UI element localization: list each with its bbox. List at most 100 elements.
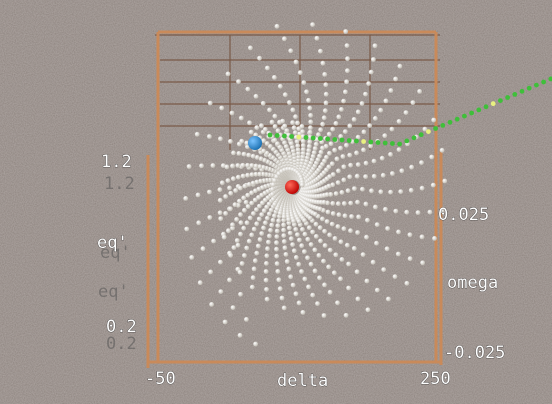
trajectory-point — [322, 283, 327, 288]
trajectory-point — [281, 233, 286, 238]
trajectory-point — [318, 225, 323, 230]
trajectory-point — [366, 307, 371, 312]
trajectory-point — [307, 140, 312, 145]
trajectory-point — [340, 190, 345, 195]
trajectory-point — [300, 227, 305, 232]
trajectory-point — [273, 124, 278, 129]
trajectory-point — [258, 237, 263, 242]
trajectory-point — [432, 236, 437, 241]
trajectory-point — [327, 233, 332, 238]
trajectory-point — [247, 239, 252, 244]
trajectory-point — [245, 173, 250, 178]
trajectory-point — [341, 99, 346, 104]
trajectory-point — [242, 208, 247, 213]
trajectory-point — [248, 216, 253, 221]
trajectory-point — [393, 77, 398, 82]
trajectory-point — [343, 213, 348, 218]
trajectory-point — [225, 165, 230, 170]
trajectory-point — [278, 84, 283, 89]
trajectory-point — [333, 252, 338, 257]
trajectory-point — [259, 123, 264, 128]
trajectory-point — [360, 101, 365, 106]
green-trajectory-point — [268, 133, 273, 138]
trajectory-point — [235, 163, 240, 168]
trajectory-point — [326, 165, 331, 170]
trajectory-point — [375, 288, 380, 293]
trajectory-point — [187, 164, 192, 169]
green-trajectory-point — [541, 80, 546, 85]
trajectory-point — [227, 186, 232, 191]
trajectory-point — [230, 164, 235, 169]
trajectory-point — [420, 235, 425, 240]
trajectory-point — [335, 157, 340, 162]
trajectory-point — [244, 246, 249, 251]
trajectory-point — [362, 130, 367, 135]
trajectory-point — [322, 313, 327, 318]
trajectory-point — [329, 141, 334, 146]
trajectory-point — [373, 205, 378, 210]
trajectory-point — [228, 253, 233, 258]
trajectory-point — [242, 253, 247, 258]
trajectory-point — [339, 107, 344, 112]
green-trajectory-point — [296, 135, 301, 140]
green-trajectory-point — [347, 138, 352, 143]
trajectory-point — [332, 270, 337, 275]
trajectory-point — [249, 201, 254, 206]
trajectory-point — [302, 277, 307, 282]
green-trajectory-point — [325, 137, 330, 142]
trajectory-point — [397, 119, 402, 124]
trajectory-point — [257, 217, 262, 222]
trajectory-point — [318, 49, 323, 54]
trajectory-point — [293, 227, 298, 232]
trajectory-point — [312, 150, 317, 155]
trajectory-point — [365, 279, 370, 284]
trajectory-point — [293, 130, 298, 135]
green-trajectory-point — [368, 140, 373, 145]
trajectory-point — [385, 246, 390, 251]
trajectory-point — [236, 175, 241, 180]
trajectory-point — [276, 128, 281, 133]
trajectory-point — [356, 110, 361, 115]
trajectory-point — [249, 130, 254, 135]
trajectory-point — [342, 226, 347, 231]
trajectory-point — [183, 196, 188, 201]
trajectory-point — [409, 165, 414, 170]
trajectory-point — [331, 211, 336, 216]
trajectory-point — [328, 290, 333, 295]
green-trajectory-point — [282, 134, 287, 139]
trajectory-point — [336, 115, 341, 120]
trajectory-point — [314, 222, 319, 227]
trajectory-point — [361, 148, 366, 153]
trajectory-point — [388, 190, 393, 195]
trajectory-point — [261, 101, 266, 106]
trajectory-point — [338, 146, 343, 151]
trajectory-point — [364, 235, 369, 240]
trajectory-point — [408, 232, 413, 237]
trajectory-point — [227, 278, 232, 283]
trajectory-point — [310, 293, 315, 298]
trajectory-point — [336, 224, 341, 229]
trajectory-point — [218, 210, 223, 215]
trajectory-point — [408, 256, 413, 261]
trajectory-point — [335, 300, 340, 305]
trajectory-point — [360, 187, 365, 192]
trajectory-point — [372, 174, 377, 179]
trajectory-point — [312, 248, 317, 253]
trajectory-point — [385, 226, 390, 231]
trajectory-point — [223, 194, 228, 199]
green-trajectory-point — [376, 140, 381, 145]
trajectory-point — [431, 183, 436, 188]
trajectory-point — [252, 267, 257, 272]
trajectory-point — [327, 151, 332, 156]
trajectory-point — [252, 227, 257, 232]
green-trajectory-point — [462, 114, 467, 119]
trajectory-point — [409, 188, 414, 193]
green-trajectory-point — [534, 83, 539, 88]
trajectory-point — [304, 89, 309, 94]
trajectory-point — [416, 210, 421, 215]
trajectory-point — [246, 153, 251, 158]
trajectory-point — [245, 193, 250, 198]
trajectory-point — [247, 120, 252, 125]
trajectory-point — [298, 70, 303, 75]
trajectory-point — [393, 209, 398, 214]
